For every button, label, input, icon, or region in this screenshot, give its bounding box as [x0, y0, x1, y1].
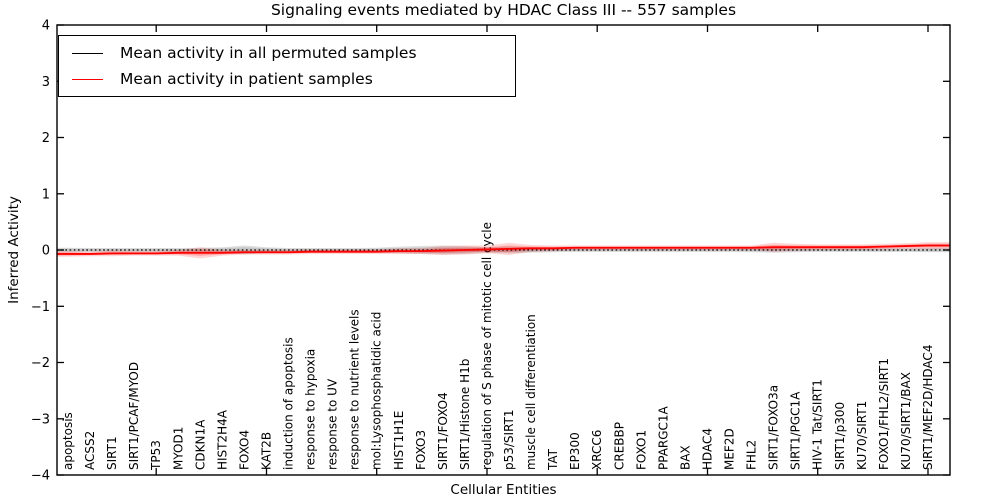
x-tick-label: EP300 — [568, 432, 582, 470]
x-tick-label: response to nutrient levels — [348, 309, 362, 470]
chart-title: Signaling events mediated by HDAC Class … — [270, 1, 737, 19]
y-tick-label: 2 — [42, 131, 50, 146]
legend-entry-permuted: Mean activity in all permuted samples — [59, 44, 515, 62]
x-tick-label: SIRT1/Histone H1b — [458, 359, 472, 470]
x-tick-label: SIRT1/p300 — [833, 402, 847, 470]
legend-entry-patient: Mean activity in patient samples — [59, 70, 515, 88]
x-tick-label: p53/SIRT1 — [502, 409, 516, 470]
legend-label-permuted: Mean activity in all permuted samples — [120, 44, 417, 62]
y-tick-label: 1 — [42, 187, 50, 202]
x-tick-label: FOXO1/FHL2/SIRT1 — [877, 358, 891, 470]
y-axis-label: Inferred Activity — [6, 196, 22, 304]
x-tick-label: KAT2B — [259, 432, 273, 470]
x-tick-label: XRCC6 — [590, 430, 604, 470]
x-tick-label: MEF2D — [723, 428, 737, 470]
x-tick-label: KU70/SIRT1 — [855, 401, 869, 470]
x-tick-label: CREBBP — [612, 422, 626, 470]
y-tick-label: 4 — [42, 19, 50, 34]
x-tick-label: PPARGC1A — [656, 405, 670, 470]
y-tick-label: −3 — [31, 412, 50, 427]
permuted-line-swatch — [72, 52, 103, 54]
x-tick-label: induction of apoptosis — [282, 337, 296, 470]
x-tick-label: SIRT1 — [105, 436, 119, 470]
y-tick-label: 0 — [42, 244, 50, 259]
x-tick-label: CDKN1A — [193, 419, 207, 470]
patient-mean-line — [57, 244, 950, 255]
y-tick-label: 3 — [42, 75, 50, 90]
x-tick-label: MYOD1 — [171, 427, 185, 470]
x-tick-label: FOXO3 — [414, 430, 428, 470]
x-tick-label: SIRT1/PGC1A — [789, 391, 803, 470]
x-tick-label: apoptosis — [61, 412, 75, 470]
x-axis-label: Cellular Entities — [450, 482, 557, 498]
x-tick-label: HIST1H1E — [392, 411, 406, 470]
x-tick-label: SIRT1/PCAF/MYOD — [127, 362, 141, 470]
x-tick-label: SIRT1/FOXO4 — [436, 392, 450, 470]
x-tick-label: KU70/SIRT1/BAX — [899, 372, 913, 470]
x-tick-label: FOXO1 — [634, 430, 648, 470]
x-tick-label: FHL2 — [745, 440, 759, 470]
x-tick-label: TAT — [546, 448, 560, 471]
legend: Mean activity in all permuted samples Me… — [58, 35, 516, 97]
patient-line-swatch — [72, 78, 103, 80]
legend-label-patient: Mean activity in patient samples — [120, 70, 373, 88]
y-tick-label: −4 — [31, 469, 50, 484]
x-tick-label: TP53 — [149, 440, 163, 471]
x-tick-label: response to hypoxia — [304, 349, 318, 470]
y-tick-label: −1 — [31, 300, 50, 315]
x-tick-label: SIRT1/FOXO3a — [767, 385, 781, 470]
y-tick-label: −2 — [31, 356, 50, 371]
x-tick-label: response to UV — [326, 378, 340, 470]
x-tick-label: ACSS2 — [83, 431, 97, 470]
x-tick-label: SIRT1/MEF2D/HDAC4 — [921, 345, 935, 470]
x-tick-label: mol:Lysophosphatidic acid — [370, 312, 384, 470]
x-tick-label: HIST2H4A — [215, 409, 229, 470]
x-tick-label: muscle cell differentiation — [524, 314, 538, 470]
x-tick-label: BAX — [678, 445, 692, 470]
x-tick-label: regulation of S phase of mitotic cell cy… — [480, 222, 494, 470]
x-tick-label: HIV-1 Tat/SIRT1 — [811, 379, 825, 470]
x-tick-label: HDAC4 — [700, 428, 714, 470]
x-tick-label: FOXO4 — [237, 430, 251, 470]
